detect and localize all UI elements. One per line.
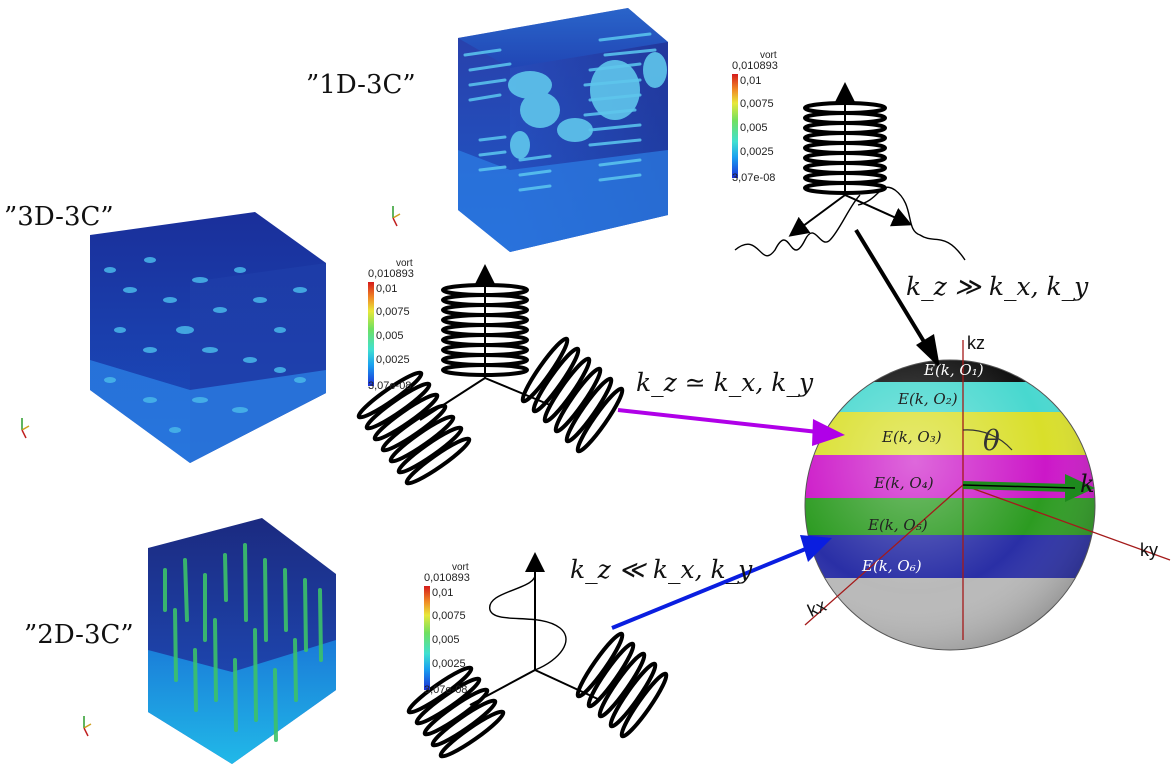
colorbar-title: vort (396, 258, 413, 269)
theta-arc (962, 429, 1013, 451)
colorbar-gradient (732, 74, 738, 178)
band-label-1: E(k, O₁) (924, 361, 984, 379)
arrow-3d3c (617, 408, 845, 446)
colorbar-tick: 0,0075 (376, 306, 410, 318)
axis-label-kz: kz (967, 333, 985, 353)
condition-3d3c: k_z ≃ k_x, k_y (636, 368, 814, 397)
colorbar-tick: 0,0075 (432, 610, 466, 622)
orientation-triad-1d3c (392, 206, 401, 227)
sphere-axes (804, 340, 1171, 640)
wave-glyph-3d3c (356, 264, 625, 486)
colorbar-tick: 0,01 (376, 283, 398, 295)
colorbar-1d3c: vort 0,010893 0,01 0,0075 0,005 0,0025 3… (732, 50, 802, 190)
colorbar-title: vort (452, 562, 469, 573)
condition-1d3c: k_z ≫ k_x, k_y (906, 272, 1089, 301)
colorbar-tick: 0,01 (432, 587, 454, 599)
band-label-6: E(k, O₆) (862, 557, 922, 575)
axis-label-ky: ky (1140, 540, 1158, 560)
colorbar-title: vort (760, 50, 777, 61)
orientation-triad-3d3c (21, 418, 30, 439)
vector-label-k: k (1080, 470, 1095, 498)
theta-label: θ (983, 424, 1000, 457)
colorbar-tick: 0,0025 (432, 658, 466, 670)
colorbar-tick: 0,005 (376, 330, 404, 342)
colorbar-tick: 0,0075 (740, 98, 774, 110)
band-label-4: E(k, O₄) (874, 474, 934, 492)
cube-1d3c (458, 8, 668, 252)
colorbar-min: 3,07e-08 (368, 380, 412, 392)
colorbar-3d3c: vort 0,010893 0,01 0,0075 0,005 0,0025 3… (368, 258, 438, 398)
colorbar-tick: 0,005 (740, 122, 768, 134)
colorbar-max: 0,010893 (424, 572, 470, 584)
case-label-1d3c: ”1D-3C” (306, 70, 416, 100)
colorbar-max: 0,010893 (732, 60, 778, 72)
wave-vector-arrow (962, 474, 1095, 502)
cube-3d3c (90, 212, 326, 463)
case-label-3d3c: ”3D-3C” (4, 202, 114, 232)
colorbar-min: 3,07e-08 (732, 172, 776, 184)
spectral-sphere (804, 359, 1096, 651)
case-label-2d3c: ”2D-3C” (24, 620, 134, 650)
band-label-5: E(k, O₅) (868, 516, 928, 534)
colorbar-2d3c: vort 0,010893 0,01 0,0075 0,005 0,0025 3… (424, 562, 494, 702)
band-label-3: E(k, O₃) (882, 428, 942, 446)
colorbar-gradient (424, 586, 430, 690)
colorbar-min: 3,07e-08 (424, 684, 468, 696)
colorbar-tick: 0,0025 (376, 354, 410, 366)
arrow-1d3c (854, 228, 940, 368)
wave-glyph-2d3c (406, 552, 669, 759)
wave-glyph-1d3c (734, 82, 966, 261)
condition-2d3c: k_z ≪ k_x, k_y (570, 555, 753, 584)
colorbar-tick: 0,0025 (740, 146, 774, 158)
colorbar-gradient (368, 282, 374, 386)
orientation-triad-2d3c (83, 716, 92, 737)
colorbar-max: 0,010893 (368, 268, 414, 280)
band-label-2: E(k, O₂) (898, 390, 958, 408)
colorbar-tick: 0,005 (432, 634, 460, 646)
cube-2d3c (148, 518, 336, 764)
colorbar-tick: 0,01 (740, 75, 762, 87)
arrow-2d3c (611, 535, 832, 630)
